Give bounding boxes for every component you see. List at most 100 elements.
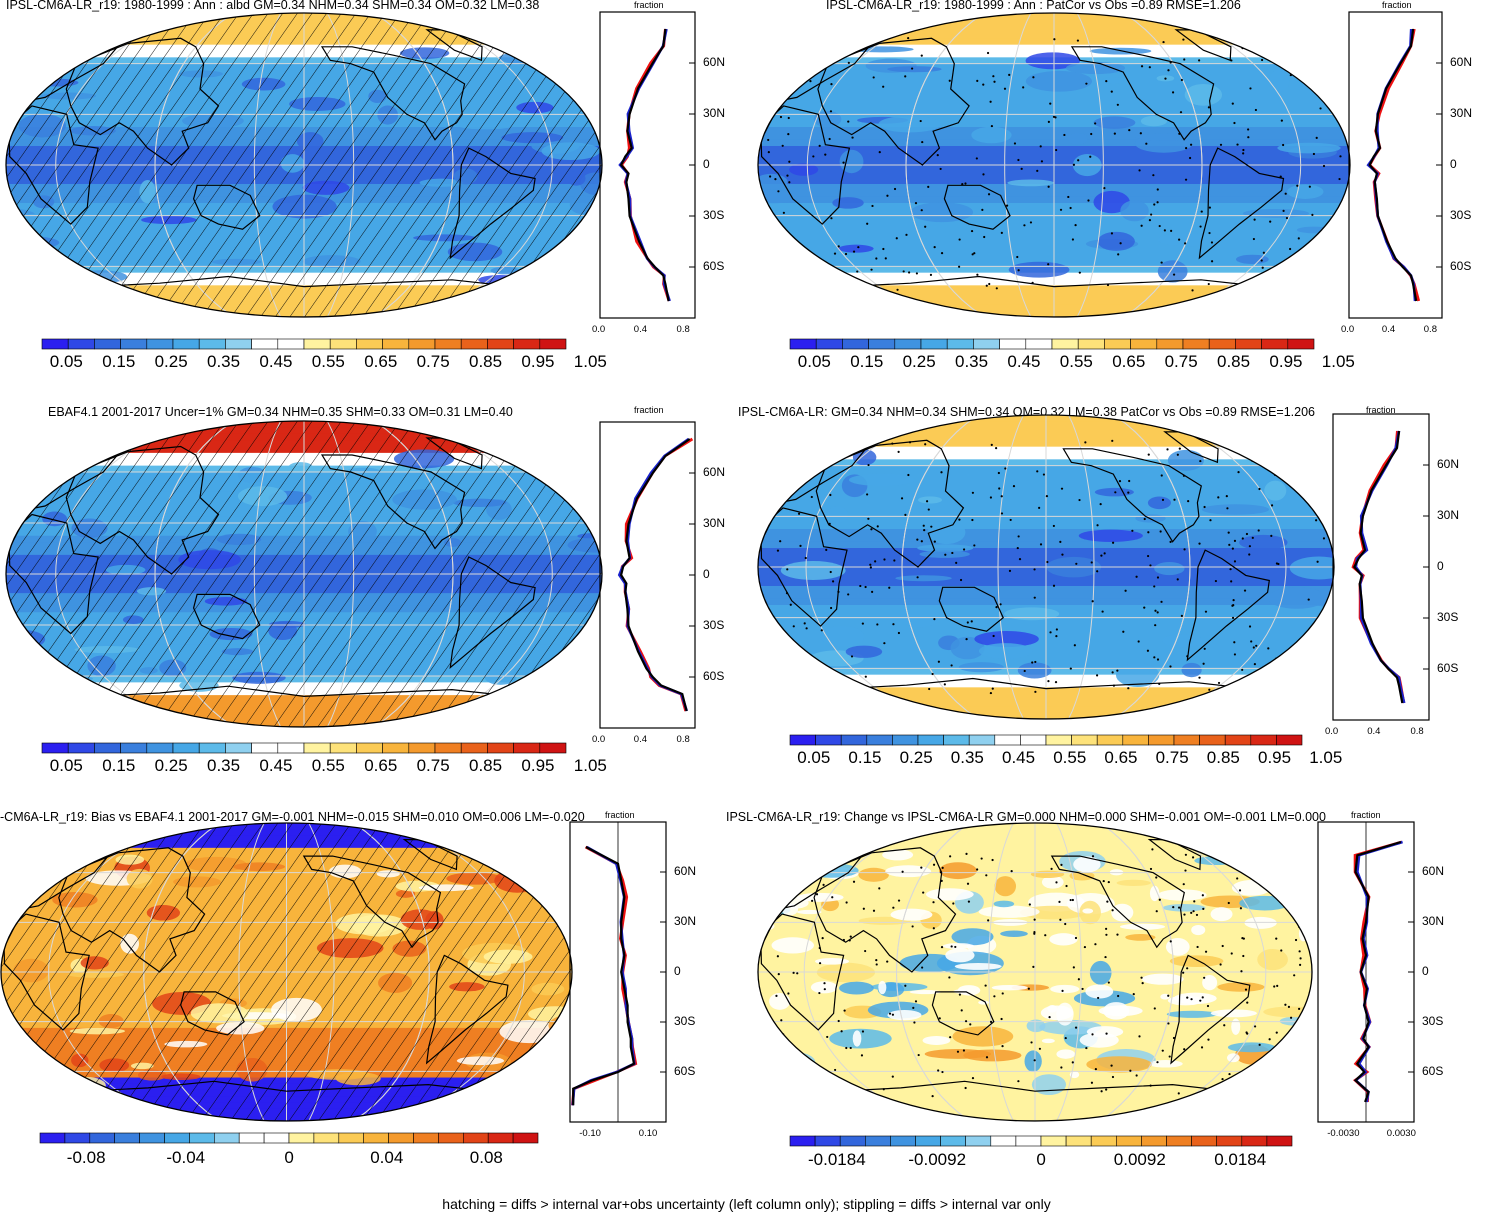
colorbar-swatch	[146, 742, 174, 754]
colorbar-swatch	[1040, 1135, 1067, 1147]
colorbar-swatch	[189, 1132, 215, 1144]
lat-tick-label: 30S	[703, 618, 725, 632]
colorbar-tick-label: 0.75	[1164, 352, 1198, 371]
lat-tick-label: 0	[674, 964, 681, 978]
colorbar-swatch	[868, 338, 896, 350]
colorbar-tick-label: 0.55	[1053, 748, 1087, 767]
colorbar-swatch	[1122, 734, 1149, 746]
map-plot	[757, 414, 1335, 720]
colorbar-swatch	[225, 742, 252, 754]
lat-tick-label: 30N	[1437, 508, 1460, 522]
lat-tick-label: 30S	[1437, 610, 1459, 624]
colorbar-swatch	[866, 734, 893, 746]
colorbar-swatch	[164, 1132, 190, 1144]
colorbar-tick-label: 0.25	[899, 748, 933, 767]
colorbar-tick-label: 0.45	[1002, 748, 1036, 767]
colorbar-swatch	[120, 338, 148, 350]
lat-tick-label: 60N	[674, 864, 697, 878]
lat-tick-label: 0	[1422, 964, 1429, 978]
colorbar-swatch	[999, 338, 1027, 350]
colorbar-swatch	[1141, 1135, 1167, 1147]
colorbar-swatch	[434, 338, 462, 350]
zonal-mean-plot	[599, 11, 696, 319]
lat-tick-label: 60S	[703, 259, 725, 273]
colorbar	[789, 734, 1303, 746]
colorbar-swatch	[1241, 1135, 1268, 1147]
colorbar-swatch	[1199, 734, 1226, 746]
colorbar-swatch	[303, 742, 331, 754]
colorbar-swatch	[815, 734, 842, 746]
zonal-line-model	[1352, 430, 1404, 704]
colorbar-swatch	[1065, 1135, 1092, 1147]
lat-tick-label: 30N	[703, 106, 726, 120]
colorbar-tick-label: 0.25	[154, 352, 188, 371]
colorbar-tick-label: 0.85	[1217, 352, 1251, 371]
colorbar-swatch	[512, 1132, 539, 1144]
colorbar-swatch	[438, 1132, 464, 1144]
lat-tick-label: 0	[1450, 157, 1457, 171]
colorbar-tick-label: 0.25	[154, 756, 188, 775]
x-tick-label: 0.0	[592, 324, 606, 335]
lat-tick-label: 30S	[1450, 208, 1472, 222]
colorbar-swatch	[1096, 734, 1124, 746]
colorbar-swatch	[408, 742, 436, 754]
colorbar-tick-label: 0.45	[259, 352, 293, 371]
colorbar-swatch	[172, 338, 200, 350]
x-tick-label: 0.4	[1367, 726, 1381, 737]
zonal-line-blue	[1353, 840, 1403, 1103]
colorbar-swatch	[41, 742, 69, 754]
colorbar-swatch	[198, 742, 226, 754]
zonal-line-blue	[618, 28, 671, 302]
colorbar	[39, 1132, 539, 1144]
colorbar-tick-label: 0.75	[416, 352, 450, 371]
x-tick-label: 0.8	[676, 734, 690, 745]
colorbar-swatch	[114, 1132, 140, 1144]
lat-tick-label: 60N	[1422, 864, 1445, 878]
colorbar-tick-label: 0.0092	[1113, 1150, 1166, 1169]
colorbar-tick-label: 0.85	[1206, 748, 1240, 767]
colorbar-swatch	[139, 1132, 165, 1144]
colorbar-swatch	[277, 338, 305, 350]
colorbar-swatch	[1115, 1135, 1142, 1147]
colorbar-swatch	[382, 338, 410, 350]
colorbar	[41, 742, 567, 754]
zonal-line-model	[619, 438, 691, 712]
colorbar-swatch	[487, 742, 514, 754]
zonal-frame	[599, 11, 696, 319]
colorbar-swatch	[263, 1132, 290, 1144]
colorbar-tick-label: 1.05	[573, 756, 607, 775]
map-plot	[5, 420, 603, 728]
zonal-title: fraction	[1351, 810, 1381, 820]
colorbar-swatch	[198, 338, 226, 350]
colorbar-tick-label: 0.35	[207, 352, 241, 371]
colorbar-swatch	[865, 1135, 891, 1147]
zonal-mean-plot	[569, 821, 667, 1123]
x-tick-label: 0.4	[633, 324, 648, 335]
colorbar-swatch	[990, 1135, 1017, 1147]
colorbar-swatch	[288, 1132, 315, 1144]
colorbar-tick-label: 0.05	[49, 352, 83, 371]
x-tick-label: 0.0	[1325, 726, 1339, 737]
colorbar-swatch	[917, 734, 944, 746]
colorbar-swatch	[338, 1132, 364, 1144]
colorbar-swatch	[1208, 338, 1236, 350]
colorbar-swatch	[894, 338, 922, 350]
colorbar-swatch	[251, 338, 279, 350]
colorbar-tick-label: 0.65	[1104, 748, 1138, 767]
colorbar-swatch	[1235, 338, 1262, 350]
colorbar-swatch	[39, 1132, 66, 1144]
panel-title: IPSL-CM6A-LR_r19: Change vs IPSL-CM6A-LR…	[726, 810, 1326, 824]
lat-tick-label: 60S	[674, 1064, 696, 1078]
colorbar-swatch	[413, 1132, 439, 1144]
x-tick-label: 0.0	[1341, 324, 1355, 335]
panel-title: IPSL-CM6A-LR: GM=0.34 NHM=0.34 SHM=0.34 …	[738, 405, 1316, 419]
zonal-line-model	[572, 846, 636, 1106]
zonal-mean-plot	[1348, 11, 1443, 319]
colorbar-tick-label: 0.15	[850, 352, 884, 371]
colorbar-swatch	[1173, 734, 1200, 746]
colorbar-swatch	[460, 338, 488, 350]
x-tick-label: 0.4	[1381, 324, 1396, 335]
colorbar-tick-label: 0.95	[1258, 748, 1292, 767]
colorbar-swatch	[388, 1132, 414, 1144]
colorbar-tick-label: 0.95	[1269, 352, 1303, 371]
